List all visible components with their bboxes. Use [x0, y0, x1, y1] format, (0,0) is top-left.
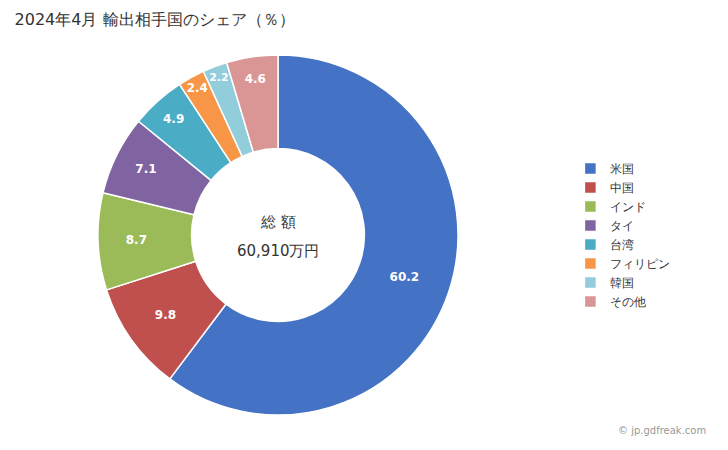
svg-text:米国: 米国 [610, 162, 634, 176]
svg-text:台湾: 台湾 [610, 238, 634, 252]
svg-text:4.9: 4.9 [163, 112, 184, 126]
svg-text:タイ: タイ [610, 219, 634, 233]
svg-text:60,910万円: 60,910万円 [237, 242, 320, 260]
svg-text:2.2: 2.2 [209, 71, 228, 84]
svg-text:2.4: 2.4 [187, 81, 208, 95]
svg-text:フィリピン: フィリピン [610, 257, 670, 271]
svg-text:60.2: 60.2 [390, 270, 420, 284]
svg-text:© jp.gdfreak.com: © jp.gdfreak.com [618, 425, 706, 436]
svg-text:7.1: 7.1 [135, 162, 156, 176]
svg-text:中国: 中国 [610, 181, 634, 195]
svg-text:8.7: 8.7 [126, 233, 147, 247]
svg-text:9.8: 9.8 [155, 308, 176, 322]
svg-text:総 額: 総 額 [260, 213, 296, 231]
svg-text:その他: その他 [610, 295, 646, 309]
svg-text:インド: インド [610, 200, 646, 214]
svg-text:2024年4月 輸出相手国のシェア（％）: 2024年4月 輸出相手国のシェア（％） [15, 10, 295, 29]
svg-text:4.6: 4.6 [245, 72, 266, 86]
svg-text:韓国: 韓国 [610, 276, 634, 290]
